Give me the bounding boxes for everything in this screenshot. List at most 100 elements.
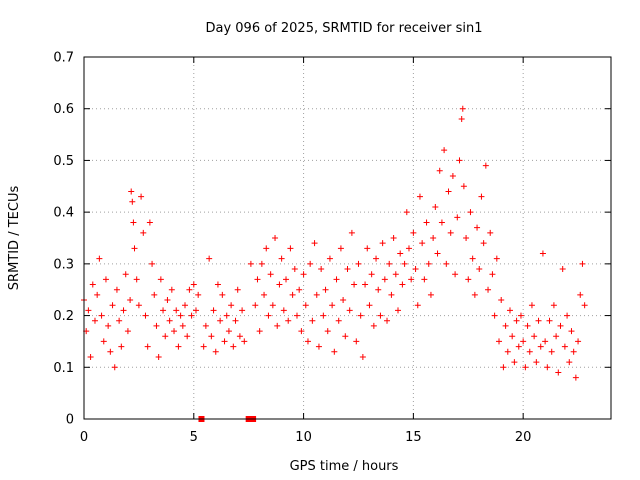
data-point: [485, 286, 492, 293]
data-point: [96, 255, 103, 262]
data-point: [544, 364, 551, 371]
data-point: [118, 343, 125, 350]
data-point: [539, 250, 546, 257]
data-point: [452, 271, 459, 278]
y-tick-label: 0: [66, 413, 74, 428]
data-point: [265, 312, 272, 319]
data-point: [438, 219, 445, 226]
data-point: [241, 338, 248, 345]
data-point: [254, 276, 261, 283]
data-point: [133, 276, 140, 283]
data-point: [311, 240, 318, 247]
data-point: [173, 307, 180, 314]
data-point: [504, 348, 511, 355]
y-tick-label: 0.5: [53, 154, 74, 169]
data-point: [458, 116, 465, 123]
data-point: [401, 260, 408, 267]
y-tick-label: 0.7: [53, 51, 74, 66]
data-point: [252, 302, 259, 309]
data-point: [416, 193, 423, 200]
data-point: [140, 229, 147, 236]
data-point: [116, 317, 123, 324]
data-point: [493, 255, 500, 262]
data-point: [384, 317, 391, 324]
data-point: [171, 328, 178, 335]
data-point: [425, 260, 432, 267]
data-point: [318, 266, 325, 273]
data-point: [111, 364, 118, 371]
data-point: [478, 193, 485, 200]
data-point: [577, 291, 584, 298]
data-point: [175, 343, 182, 350]
data-point: [300, 271, 307, 278]
data-point: [509, 333, 516, 340]
data-point: [164, 297, 171, 304]
data-point: [146, 219, 153, 226]
data-point: [326, 255, 333, 262]
data-point: [289, 291, 296, 298]
data-point: [142, 312, 149, 319]
data-point: [559, 266, 566, 273]
data-point: [344, 266, 351, 273]
data-point: [427, 291, 434, 298]
data-point: [221, 338, 228, 345]
data-point: [410, 229, 417, 236]
data-point: [230, 343, 237, 350]
data-point: [467, 209, 474, 216]
data-point: [524, 322, 531, 329]
plot-frame: [83, 56, 612, 420]
data-point: [496, 338, 503, 345]
data-point: [149, 260, 156, 267]
data-point: [287, 245, 294, 252]
data-point: [572, 374, 579, 381]
data-point: [100, 338, 107, 345]
data-point: [570, 348, 577, 355]
data-point: [465, 276, 472, 283]
data-point: [130, 219, 137, 226]
data-point: [353, 338, 360, 345]
data-point: [105, 322, 112, 329]
data-point: [168, 286, 175, 293]
data-point: [377, 312, 384, 319]
data-point: [102, 276, 109, 283]
data-point: [346, 307, 353, 314]
data-point: [322, 286, 329, 293]
data-point: [474, 224, 481, 231]
data-point: [445, 188, 452, 195]
data-point: [357, 312, 364, 319]
data-point: [335, 317, 342, 324]
data-point: [575, 338, 582, 345]
data-point: [256, 328, 263, 335]
data-point: [236, 333, 243, 340]
data-point: [476, 266, 483, 273]
data-point: [526, 348, 533, 355]
data-point: [278, 255, 285, 262]
data-point: [432, 203, 439, 210]
data-point: [208, 333, 215, 340]
data-point: [276, 281, 283, 288]
data-point: [291, 266, 298, 273]
data-point: [179, 322, 186, 329]
data-point: [122, 271, 129, 278]
data-point: [91, 317, 98, 324]
data-point: [324, 328, 331, 335]
data-point: [98, 312, 105, 319]
data-point: [129, 198, 136, 205]
data-point: [555, 369, 562, 376]
data-point: [320, 312, 327, 319]
data-point: [423, 219, 430, 226]
x-tick-label: 0: [80, 430, 88, 445]
data-point: [258, 260, 265, 267]
data-point: [210, 307, 217, 314]
data-point: [522, 364, 529, 371]
data-point: [225, 328, 232, 335]
data-point: [550, 302, 557, 309]
data-point: [395, 307, 402, 314]
data-point: [531, 333, 538, 340]
data-point: [375, 286, 382, 293]
data-point: [498, 297, 505, 304]
data-point: [85, 307, 92, 314]
data-point: [214, 281, 221, 288]
data-point: [399, 281, 406, 288]
data-point: [408, 276, 415, 283]
